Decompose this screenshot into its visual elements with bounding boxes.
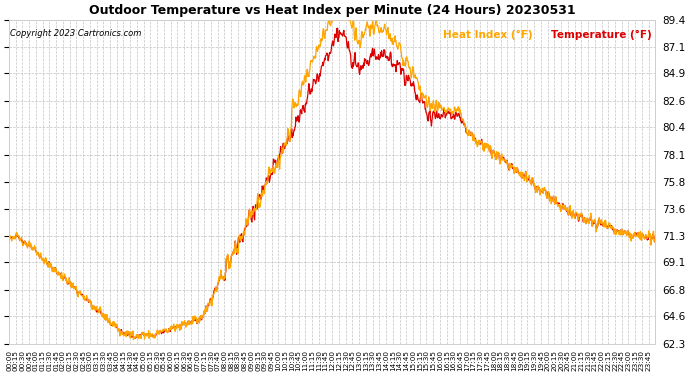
Text: Temperature (°F): Temperature (°F) bbox=[551, 30, 652, 39]
Title: Outdoor Temperature vs Heat Index per Minute (24 Hours) 20230531: Outdoor Temperature vs Heat Index per Mi… bbox=[89, 4, 575, 17]
Text: Copyright 2023 Cartronics.com: Copyright 2023 Cartronics.com bbox=[10, 30, 141, 39]
Text: Heat Index (°F): Heat Index (°F) bbox=[442, 30, 532, 39]
